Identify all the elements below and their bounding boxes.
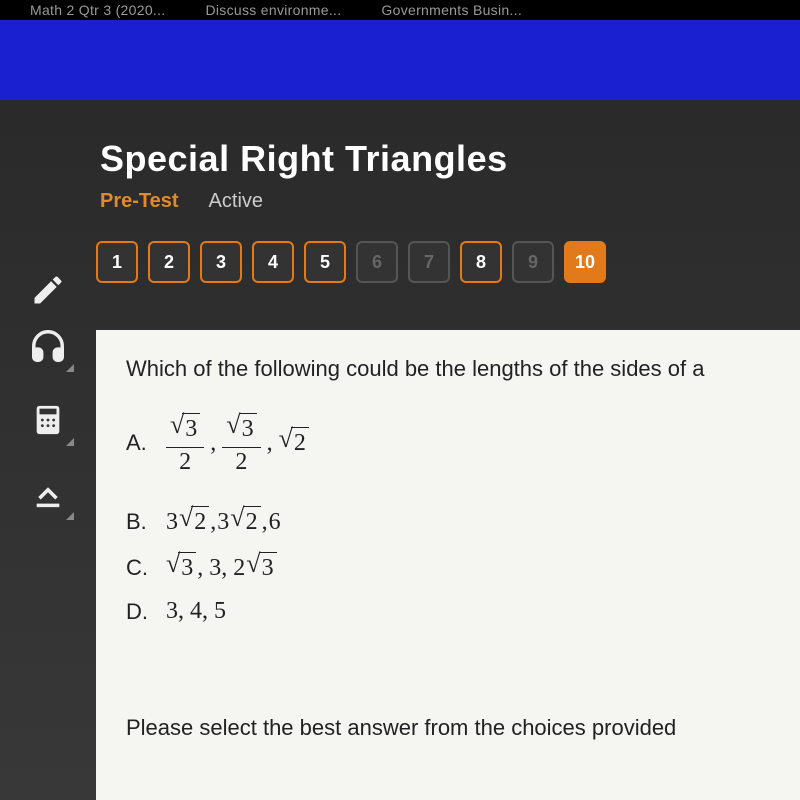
- tab-governments[interactable]: Governments Busin...: [381, 2, 522, 18]
- q-nav-6[interactable]: 6: [356, 241, 398, 283]
- q-nav-2[interactable]: 2: [148, 241, 190, 283]
- answer-b[interactable]: B. 3√2, 3√2, 6: [126, 506, 770, 538]
- question-text: Which of the following could be the leng…: [126, 354, 770, 385]
- calculator-icon[interactable]: [26, 398, 70, 442]
- q-nav-7[interactable]: 7: [408, 241, 450, 283]
- answer-a-math: √3 2 , √3 2 , √2: [166, 413, 309, 474]
- answer-d[interactable]: D. 3, 4, 5: [126, 598, 770, 625]
- answer-a-letter: A.: [126, 430, 166, 456]
- lesson-title: Special Right Triangles: [100, 138, 800, 180]
- q-nav-5[interactable]: 5: [304, 241, 346, 283]
- q-nav-8[interactable]: 8: [460, 241, 502, 283]
- answer-d-letter: D.: [126, 599, 166, 625]
- main-content: Special Right Triangles Pre-Test Active …: [0, 100, 800, 800]
- header-bar: [0, 20, 800, 100]
- q-nav-4[interactable]: 4: [252, 241, 294, 283]
- answer-c-math: √3, 3, 2√3: [166, 552, 277, 584]
- tab-discuss[interactable]: Discuss environme...: [205, 2, 341, 18]
- subtitle-active-label[interactable]: Active: [209, 190, 263, 213]
- answer-c[interactable]: C. √3, 3, 2√3: [126, 552, 770, 584]
- tab-math[interactable]: Math 2 Qtr 3 (2020...: [30, 2, 165, 18]
- subtitle-pretest[interactable]: Pre-Test: [100, 190, 179, 213]
- instruction-text: Please select the best answer from the c…: [126, 715, 770, 741]
- question-panel: Which of the following could be the leng…: [96, 330, 800, 800]
- q-nav-3[interactable]: 3: [200, 241, 242, 283]
- tool-sidebar: [18, 324, 78, 516]
- q-nav-10[interactable]: 10: [564, 241, 606, 283]
- q-nav-9[interactable]: 9: [512, 241, 554, 283]
- q-nav-1[interactable]: 1: [96, 241, 138, 283]
- answer-b-math: 3√2, 3√2, 6: [166, 506, 281, 538]
- title-section: Special Right Triangles Pre-Test Active: [0, 100, 800, 213]
- answer-c-letter: C.: [126, 555, 166, 581]
- question-nav: 1 2 3 4 5 6 7 8 9 10: [96, 241, 606, 283]
- pencil-icon[interactable]: [26, 268, 70, 312]
- question-nav-row: 1 2 3 4 5 6 7 8 9 10: [0, 241, 800, 283]
- browser-tabs: Math 2 Qtr 3 (2020... Discuss environme.…: [0, 0, 800, 20]
- answer-b-letter: B.: [126, 509, 166, 535]
- subtitle-row: Pre-Test Active: [100, 190, 800, 213]
- collapse-icon[interactable]: [26, 472, 70, 516]
- answer-a[interactable]: A. √3 2 , √3 2 , √2: [126, 413, 770, 474]
- headphones-icon[interactable]: [26, 324, 70, 368]
- answer-d-math: 3, 4, 5: [166, 598, 226, 625]
